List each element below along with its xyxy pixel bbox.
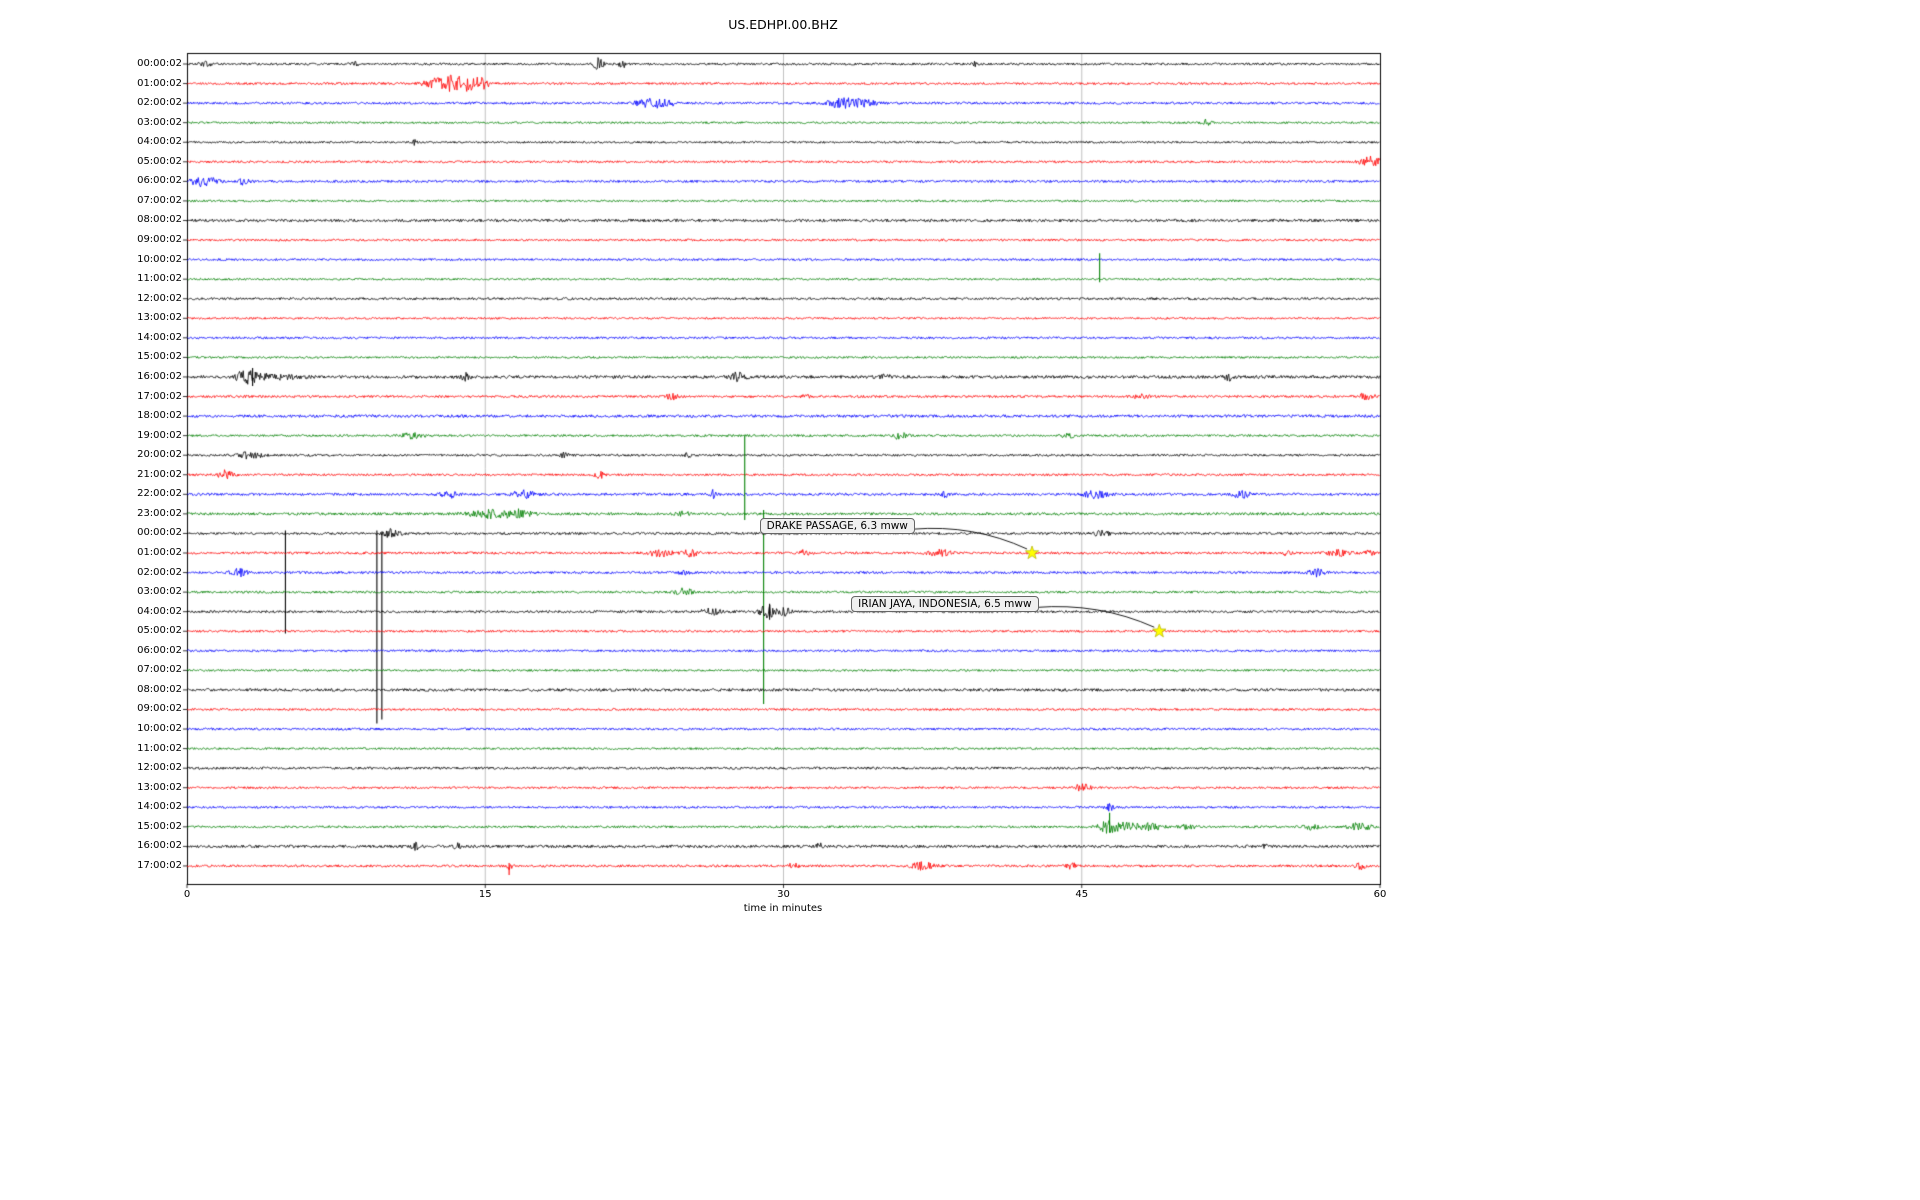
y-tick-label: 08:00:02 [137,683,182,695]
y-tick-label: 03:00:02 [137,586,182,598]
x-tick-label: 0 [183,889,191,900]
y-tick-label: 15:00:02 [137,820,182,832]
y-tick-label: 18:00:02 [137,410,182,422]
y-tick-label: 13:00:02 [137,781,182,793]
y-tick-label: 01:00:02 [137,547,182,558]
y-tick-label: 02:00:02 [137,566,182,578]
y-tick-label: 16:00:02 [137,370,182,382]
y-tick-label: 02:00:02 [137,97,182,109]
x-tick-label: 15 [478,889,492,900]
x-tick-label: 30 [777,889,790,900]
y-tick-label: 06:00:02 [137,644,182,656]
event-annotation-label: DRAKE PASSAGE, 6.3 mww [759,518,915,535]
y-tick-label: 00:00:02 [137,527,182,539]
y-tick-label: 19:00:02 [137,429,182,441]
figure-title: US.EDHPI.00.BHZ [728,17,838,32]
y-tick-label: 07:00:02 [137,664,182,676]
y-tick-label: 21:00:02 [137,468,182,480]
y-tick-label: 16:00:02 [137,840,182,852]
y-tick-label: 03:00:02 [137,116,182,128]
y-tick-label: 10:00:02 [137,253,182,265]
y-tick-label: 12:00:02 [137,762,182,774]
y-tick-label: 23:00:02 [137,507,182,519]
y-tick-label: 17:00:02 [137,390,182,402]
y-tick-label: 07:00:02 [137,194,182,206]
y-tick-label: 14:00:02 [137,331,182,343]
y-tick-label: 11:00:02 [137,273,182,285]
x-tick-label: 60 [1373,889,1387,900]
event-annotation-label: IRIAN JAYA, INDONESIA, 6.5 mww [851,596,1039,613]
x-tick-label: 45 [1075,889,1089,900]
y-tick-label: 14:00:02 [137,801,182,813]
y-tick-label: 01:00:02 [137,77,182,89]
y-tick-label: 17:00:02 [137,859,182,871]
y-tick-label: 22:00:02 [137,488,182,500]
y-tick-label: 05:00:02 [137,625,182,637]
y-tick-label: 09:00:02 [137,234,182,246]
y-tick-label: 11:00:02 [137,742,182,754]
y-tick-label: 08:00:02 [137,214,182,226]
x-axis-title: time in minutes [743,903,823,914]
y-tick-label: 20:00:02 [137,449,182,461]
y-tick-label: 06:00:02 [137,175,182,187]
y-tick-label: 13:00:02 [137,312,182,324]
y-tick-label: 12:00:02 [137,292,182,304]
y-tick-label: 05:00:02 [137,155,182,167]
y-tick-label: 10:00:02 [137,723,182,735]
y-tick-label: 04:00:02 [137,605,182,617]
y-tick-label: 00:00:02 [137,58,182,69]
y-tick-label: 15:00:02 [137,351,182,363]
y-tick-label: 04:00:02 [137,136,182,148]
y-tick-label: 09:00:02 [137,703,182,715]
